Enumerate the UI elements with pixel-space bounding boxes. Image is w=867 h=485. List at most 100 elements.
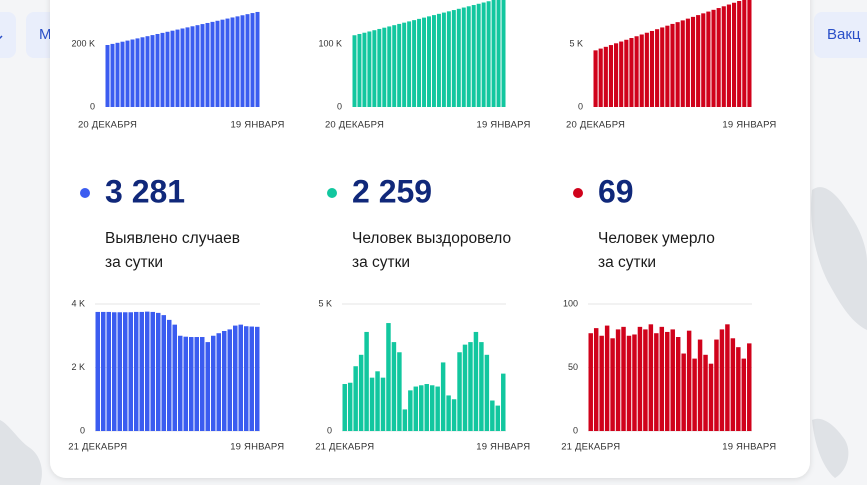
bar [484,354,490,431]
nav-label[interactable]: М [39,26,52,43]
bar [451,399,457,431]
x-tick-label: 20 ДЕКАБРЯ [566,120,625,131]
bar [446,11,451,107]
bar [701,13,706,107]
bar [139,311,144,431]
bar [588,333,593,431]
bar [250,13,255,107]
bar [123,312,128,431]
bar [362,32,367,107]
bar [194,337,199,431]
bar [105,45,110,107]
x-tick-label: 19 ЯНВАРЯ [230,120,284,131]
bar [211,335,216,431]
bar [95,311,100,431]
bar [200,24,205,107]
bar [730,338,736,431]
bar [681,353,686,431]
bar [468,342,473,431]
bar [180,28,185,107]
nav-button[interactable] [0,12,16,58]
bar [342,384,347,431]
bar [610,338,615,431]
bar [178,335,183,431]
nav-label[interactable]: Вакц [827,26,861,43]
y-tick-label: 4 K [71,298,85,308]
bar [593,50,598,107]
bar [457,352,462,431]
bar [150,35,155,107]
bar [156,312,161,431]
bar [382,27,387,107]
bar [155,33,160,107]
bar [172,324,177,431]
bar [386,323,391,431]
bar [634,36,639,107]
bar [665,331,670,431]
bar [692,358,697,431]
bar [101,311,106,431]
bar [686,330,692,431]
bar [429,385,435,431]
bar [690,16,696,107]
y-tick-label: 2 K [71,362,85,372]
bar [725,324,730,431]
bar [235,16,240,107]
bars [95,311,260,431]
stat-label: за сутки [352,254,410,271]
bar [210,21,215,107]
bar [205,342,210,431]
bar [220,19,225,107]
stat-dot [573,188,583,198]
bar [456,8,461,107]
bar [435,386,440,431]
bar [240,15,245,107]
y-tick-label: 50 [568,362,578,372]
bar [624,39,629,107]
bar [643,329,648,431]
bar [106,311,111,431]
bar [150,311,155,431]
bar [205,22,210,107]
bar [451,10,456,107]
bar [372,30,377,107]
bar [714,339,719,431]
bar [479,342,484,431]
bar [195,25,200,107]
bar [685,18,690,107]
bar [626,335,632,431]
nav-button[interactable]: Вакц [814,12,867,58]
bar [364,331,369,431]
stat-label: Человек умерло [598,230,715,247]
bar [476,3,481,107]
bar [375,371,380,431]
bar [490,400,495,431]
bar [680,20,685,107]
bar [441,12,446,107]
bar [501,373,506,431]
bar [675,22,680,107]
bar [703,354,708,431]
bar [230,17,235,107]
bar [189,337,194,431]
bar [742,0,747,107]
bar [424,384,429,431]
bar [721,6,726,107]
bar [593,328,599,431]
bar [486,1,491,107]
bar [161,315,166,431]
bar [125,40,130,107]
bar [377,28,382,107]
bar [397,352,402,431]
stat-value: 2 259 [352,173,432,209]
bar [654,333,659,431]
bar [145,311,150,431]
bar [352,35,357,107]
map-background [0,187,867,485]
y-tick-label: 0 [337,101,342,111]
bar [741,358,747,431]
bar [175,29,180,107]
bar [128,312,133,431]
bar [397,23,402,107]
x-tick-label: 19 ЯНВАРЯ [476,442,530,453]
